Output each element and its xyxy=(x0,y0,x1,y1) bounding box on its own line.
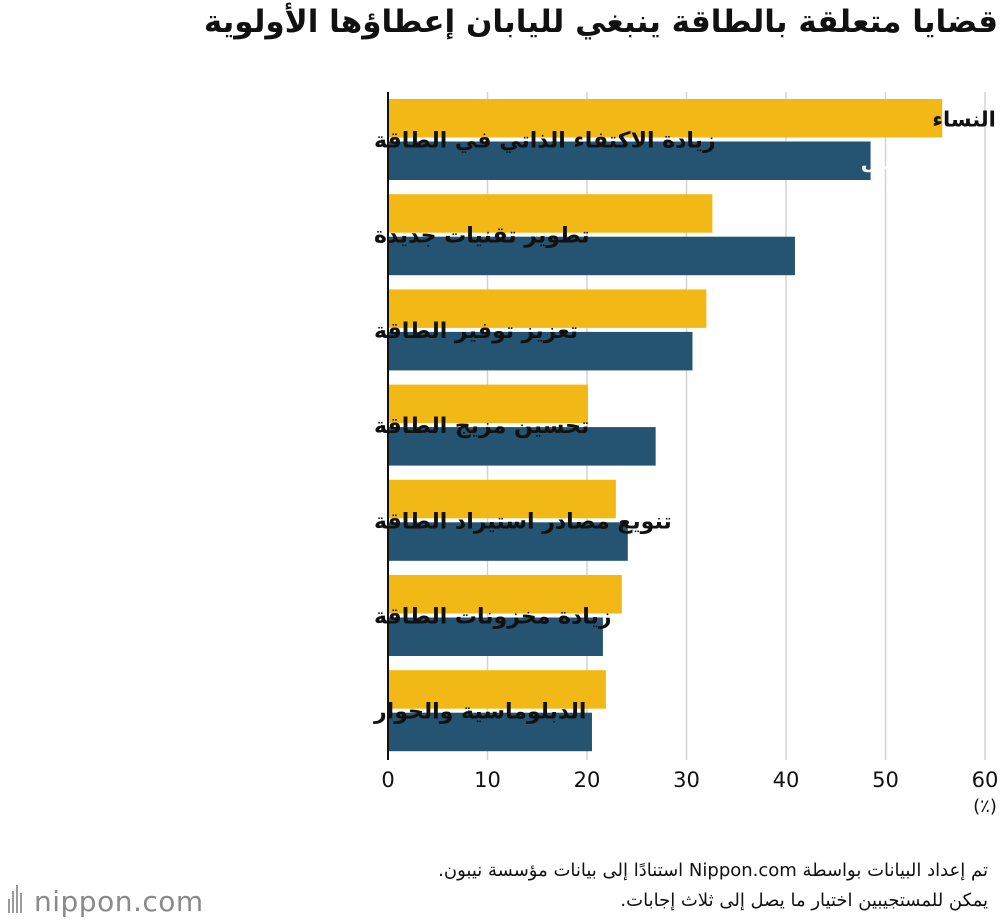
bar-women-2 xyxy=(388,289,707,328)
bar-men-4 xyxy=(388,522,628,561)
bars xyxy=(388,99,943,752)
category-label-3: تحسين مزيج الطاقة xyxy=(374,414,589,439)
category-label-4: تنويع مصادر استيراد الطاقة xyxy=(374,509,672,534)
x-tick-label-50: 50 xyxy=(872,768,899,792)
logo-text: nippon.com xyxy=(34,884,204,918)
bar-women-4 xyxy=(388,479,616,519)
x-axis-ticks: 0 10 20 30 40 50 60 xyxy=(381,768,998,792)
bar-women-6 xyxy=(388,670,606,709)
x-tick-label-10: 10 xyxy=(474,768,501,792)
bar-men-3 xyxy=(388,427,656,466)
bar-men-6 xyxy=(388,712,592,752)
bar-men-1 xyxy=(388,236,795,276)
category-label-6: الدبلوماسية والحوار xyxy=(373,700,586,725)
footer-notes: تم إعداد البيانات بواسطة Nippon.com استن… xyxy=(228,856,988,916)
category-label-5: زيادة مخزونات الطاقة xyxy=(374,605,612,630)
bar-men-0 xyxy=(388,141,871,180)
x-tick-label-40: 40 xyxy=(773,768,800,792)
bar-women-0 xyxy=(388,99,943,138)
bar-women-1 xyxy=(388,194,713,233)
respondent-note: يمكن للمستجيبين اختيار ما يصل إلى ثلاث إ… xyxy=(620,890,988,911)
bar-women-3 xyxy=(388,384,588,424)
source-note: تم إعداد البيانات بواسطة Nippon.com استن… xyxy=(438,860,988,881)
legend-label-women: النساء xyxy=(932,107,996,131)
x-axis-unit: (٪) xyxy=(973,796,997,817)
x-tick-label-30: 30 xyxy=(673,768,700,792)
bar-women-5 xyxy=(388,575,622,614)
bar-chart: زيادة الاكتفاء الذاتي في الطاقة تطوير تقن… xyxy=(373,92,998,817)
category-labels: زيادة الاكتفاء الذاتي في الطاقة تطوير تقن… xyxy=(373,107,996,724)
x-tick-label-20: 20 xyxy=(574,768,601,792)
bar-men-5 xyxy=(388,617,603,656)
category-label-1: تطوير تقنيات جديدة xyxy=(374,224,590,249)
category-label-2: تعزيز توفير الطاقة xyxy=(374,319,578,344)
bar-men-2 xyxy=(388,331,693,371)
x-tick-label-0: 0 xyxy=(381,768,394,792)
legend-label-men: الرجال xyxy=(861,150,930,174)
x-tick-label-60: 60 xyxy=(972,768,999,792)
nippon-logo-bars-icon xyxy=(8,885,26,917)
nippon-logo: nippon.com xyxy=(8,884,204,918)
category-label-0: زيادة الاكتفاء الذاتي في الطاقة xyxy=(374,129,716,154)
chart-title: قضايا متعلقة بالطاقة ينبغي لليابان إعطاؤ… xyxy=(203,4,998,40)
